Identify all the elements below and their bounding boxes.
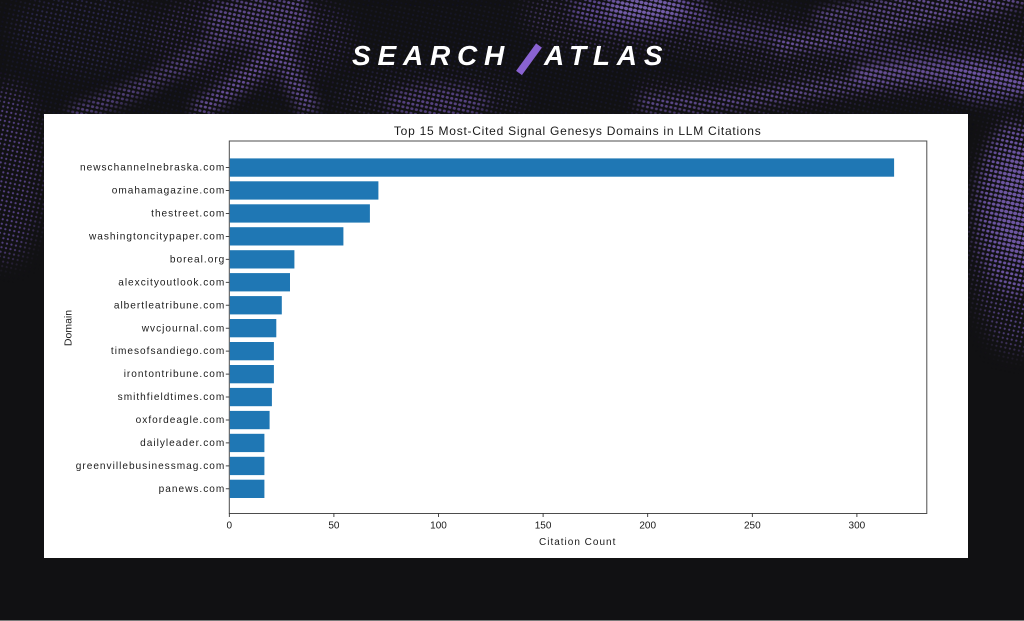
svg-text:irontontribune.com: irontontribune.com <box>124 369 226 380</box>
svg-text:thestreet.com: thestreet.com <box>151 209 225 220</box>
svg-text:200: 200 <box>639 521 656 532</box>
svg-text:newschannelnebraska.com: newschannelnebraska.com <box>80 163 225 174</box>
svg-text:0: 0 <box>227 521 233 532</box>
svg-text:smithfieldtimes.com: smithfieldtimes.com <box>118 392 226 403</box>
svg-text:washingtoncitypaper.com: washingtoncitypaper.com <box>88 232 225 243</box>
svg-text:albertleatribune.com: albertleatribune.com <box>114 300 225 311</box>
svg-text:50: 50 <box>328 521 340 532</box>
svg-text:Top 15 Most-Cited Signal Genes: Top 15 Most-Cited Signal Genesys Domains… <box>394 124 762 138</box>
svg-text:omahamagazine.com: omahamagazine.com <box>112 186 226 197</box>
svg-text:Citation Count: Citation Count <box>539 537 616 548</box>
svg-text:panews.com: panews.com <box>159 484 226 495</box>
svg-text:boreal.org: boreal.org <box>170 254 225 265</box>
svg-text:100: 100 <box>430 521 447 532</box>
svg-text:300: 300 <box>849 521 866 532</box>
svg-text:timesofsandiego.com: timesofsandiego.com <box>111 346 225 357</box>
svg-text:greenvillebusinessmag.com: greenvillebusinessmag.com <box>76 461 226 472</box>
svg-text:wvcjournal.com: wvcjournal.com <box>141 323 226 334</box>
svg-text:Domain: Domain <box>62 310 74 346</box>
svg-text:alexcityoutlook.com: alexcityoutlook.com <box>118 277 225 288</box>
svg-text:150: 150 <box>535 521 552 532</box>
svg-text:250: 250 <box>744 521 761 532</box>
svg-text:oxfordeagle.com: oxfordeagle.com <box>136 415 226 426</box>
svg-text:dailyleader.com: dailyleader.com <box>140 438 225 449</box>
